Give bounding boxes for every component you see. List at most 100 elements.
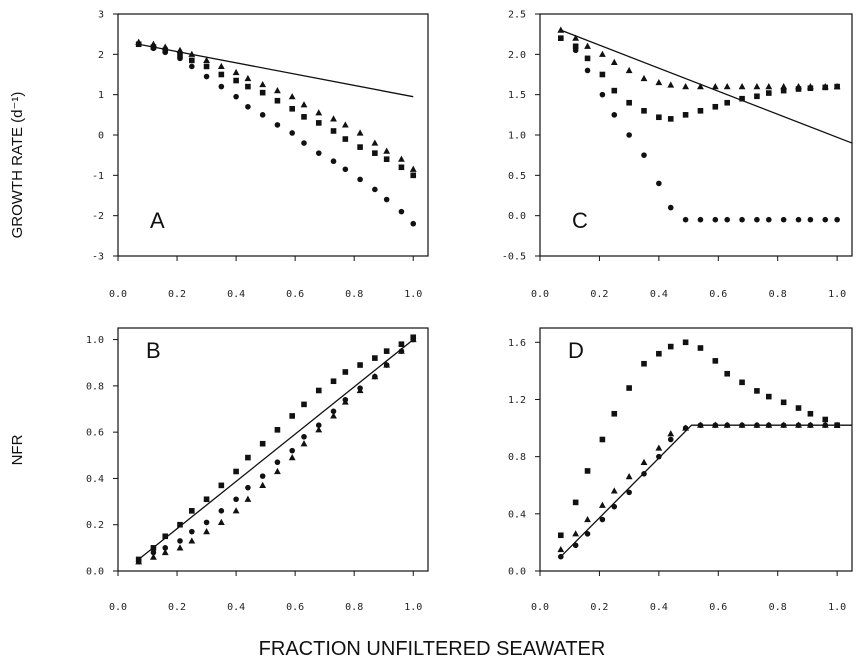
y-axis-title-growth-rate: GROWTH RATE (d⁻¹) — [9, 92, 26, 239]
data-point-triangle — [667, 81, 675, 88]
data-point-triangle — [300, 101, 308, 108]
plot-frame — [539, 327, 853, 572]
data-point-square — [697, 345, 704, 351]
data-point-square — [656, 114, 662, 121]
y-tick-label: -0.5 — [502, 252, 526, 263]
data-point-square — [667, 116, 674, 122]
data-point-circle — [189, 528, 195, 535]
model-line — [560, 424, 852, 558]
data-point-circle — [383, 196, 390, 203]
data-point-square — [766, 393, 772, 400]
data-point-triangle — [232, 68, 240, 76]
x-tick-label: 0.4 — [650, 289, 668, 300]
data-point-triangle — [315, 426, 323, 433]
data-point-square — [584, 55, 591, 62]
data-point-triangle — [135, 38, 143, 45]
data-point-triangle — [682, 424, 689, 431]
panel-label-C: C — [572, 208, 588, 233]
data-point-circle — [682, 216, 689, 223]
x-tick-label: 0.8 — [769, 602, 787, 613]
data-point-circle — [834, 216, 840, 223]
data-point-triangle — [288, 454, 296, 461]
data-point-square — [682, 339, 689, 346]
data-point-triangle — [341, 121, 349, 128]
y-tick-label: 3 — [98, 10, 104, 21]
model-line — [138, 339, 414, 560]
data-point-circle — [301, 140, 307, 146]
data-point-circle — [410, 220, 417, 227]
y-tick-label: 2.0 — [508, 50, 526, 61]
data-point-circle — [150, 549, 157, 556]
x-tick-label: 1.0 — [828, 289, 846, 300]
data-point-square — [383, 348, 390, 354]
data-point-triangle — [203, 528, 210, 535]
data-point-square — [233, 77, 239, 84]
x-tick-label: 0.8 — [345, 289, 363, 300]
data-point-triangle — [371, 373, 379, 380]
data-point-square — [274, 97, 281, 104]
x-tick-label: 0.2 — [590, 602, 608, 613]
data-point-square — [233, 468, 239, 475]
data-point-square — [754, 93, 760, 100]
data-point-square — [330, 128, 337, 134]
data-point-triangle — [572, 34, 580, 41]
x-tick-label: 0.4 — [650, 602, 668, 613]
data-point-triangle — [807, 421, 814, 428]
data-point-circle — [667, 436, 674, 443]
data-point-triangle — [697, 421, 704, 428]
data-point-circle — [558, 553, 564, 560]
data-point-square — [780, 87, 787, 94]
y-tick-label: 0.0 — [508, 567, 526, 578]
data-point-circle — [357, 176, 363, 183]
data-point-triangle — [795, 421, 802, 428]
data-point-square — [342, 369, 349, 375]
data-point-square — [301, 114, 307, 120]
data-point-triangle — [625, 66, 633, 74]
data-point-circle — [218, 83, 225, 90]
data-point-circle — [203, 519, 210, 526]
data-point-square — [754, 388, 760, 394]
data-point-triangle — [610, 487, 618, 494]
data-point-triangle — [176, 544, 184, 551]
data-point-square — [342, 136, 349, 142]
data-point-triangle — [383, 147, 391, 154]
data-point-triangle — [150, 553, 157, 560]
data-point-triangle — [821, 83, 829, 90]
data-point-square — [315, 120, 322, 126]
data-point-circle — [162, 545, 169, 551]
data-point-circle — [724, 216, 730, 223]
data-point-triangle — [150, 40, 157, 47]
data-point-square — [766, 90, 772, 96]
panel-label-D: D — [568, 338, 584, 363]
data-point-circle — [315, 150, 322, 156]
data-point-triangle — [274, 467, 281, 475]
data-point-square — [162, 47, 169, 54]
data-point-circle — [330, 408, 337, 415]
data-point-circle — [754, 216, 760, 223]
data-point-circle — [656, 180, 662, 187]
x-tick-label: 0.0 — [109, 289, 127, 300]
data-point-square — [259, 440, 266, 447]
y-tick-label: -2 — [92, 211, 104, 222]
data-point-square — [682, 112, 689, 118]
data-point-triangle — [723, 83, 731, 90]
y-tick-label: 1.6 — [508, 338, 526, 349]
data-point-circle — [697, 216, 704, 223]
data-point-triangle — [584, 515, 591, 523]
data-point-triangle — [330, 412, 337, 419]
data-point-circle — [626, 132, 632, 138]
data-point-triangle — [738, 83, 746, 90]
x-tick-label: 0.6 — [286, 289, 304, 300]
data-point-triangle — [300, 440, 308, 447]
data-point-circle — [177, 538, 183, 544]
x-tick-label: 0.4 — [227, 289, 245, 300]
data-point-triangle — [217, 62, 225, 70]
data-point-square — [626, 99, 632, 106]
data-point-square — [203, 63, 210, 70]
data-point-circle — [807, 216, 814, 223]
x-tick-label: 1.0 — [828, 602, 846, 613]
y-tick-label: 0.6 — [86, 428, 104, 439]
data-point-triangle — [765, 421, 773, 428]
data-point-square — [383, 156, 390, 162]
x-tick-label: 0.0 — [109, 602, 127, 613]
